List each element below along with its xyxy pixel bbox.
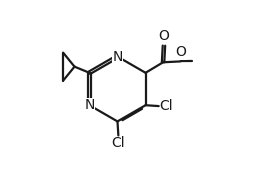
Text: Cl: Cl [112,136,125,150]
Text: Cl: Cl [159,99,173,113]
Text: N: N [84,98,95,112]
Text: N: N [112,50,123,64]
Text: O: O [158,29,169,43]
Text: O: O [175,45,186,59]
